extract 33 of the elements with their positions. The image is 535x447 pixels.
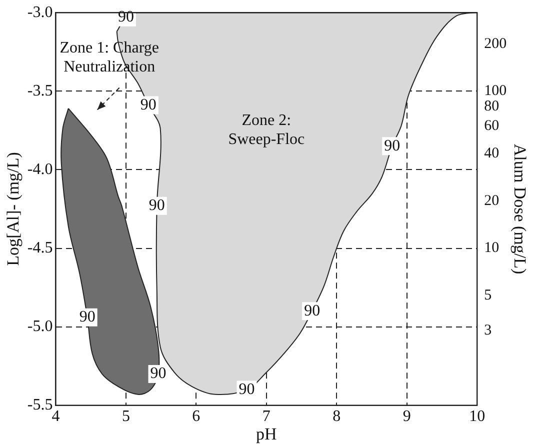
y-tick-label: -4.0 [27,160,53,178]
x-tick-label: 5 [122,408,130,426]
y2-tick-label: 20 [484,192,500,209]
y-axis-title: Log[Al]- (mg/L) [4,152,23,266]
y2-tick-label: 60 [484,118,500,134]
y2-tick-label: 200 [484,36,507,52]
x-tick-label: 4 [52,408,60,426]
x-tick-label: 10 [469,408,486,426]
y-tick-label: -3.0 [27,4,53,21]
y2-tick-label: 5 [484,288,492,304]
annotation: 90 [148,197,165,214]
y2-tick-label: 100 [484,83,507,100]
y-tick-label: -5.0 [27,318,53,336]
annotation: 90 [384,137,400,154]
x-tick-label: 7 [262,408,270,426]
y-tick-label: -3.5 [27,82,53,100]
annotation: 90 [79,308,96,326]
annotation: 90 [304,302,320,320]
y-tick-label: -5.5 [27,396,53,414]
annotation: Zone 2: Sweep-Floc [228,112,305,148]
annotation: 90 [140,96,156,114]
x-tick-label: 9 [402,408,411,426]
y2-tick-label: 3 [484,322,492,338]
x-tick-label: 6 [192,408,200,426]
x-tick-label: 8 [332,408,341,426]
y2-axis-title: Alum Dose (mg/L) [510,144,530,274]
annotation: 90 [150,365,166,382]
annotation: 90 [238,380,255,398]
y2-tick-label: 80 [484,98,500,114]
y2-tick-label: 40 [484,146,500,162]
y2-tick-label: 10 [484,240,500,256]
y-tick-label: -4.5 [27,239,53,256]
x-axis-title: pH [256,424,277,444]
